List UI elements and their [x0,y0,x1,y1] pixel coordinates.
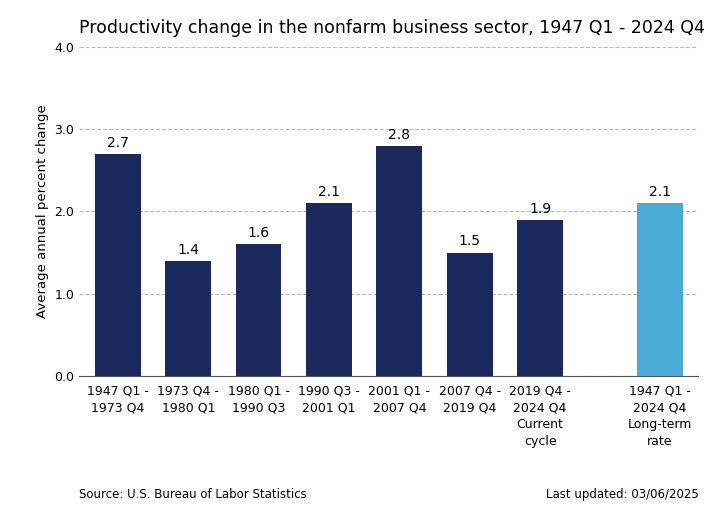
Text: 1.5: 1.5 [459,234,481,248]
Text: Last updated: 03/06/2025: Last updated: 03/06/2025 [546,488,698,501]
Bar [517,220,563,376]
Y-axis label: Average annual percent change: Average annual percent change [36,104,49,318]
Text: 2.7: 2.7 [107,136,129,150]
Bar [95,154,141,376]
Text: 2.1: 2.1 [649,185,671,199]
Bar [166,260,211,376]
Text: 1.9: 1.9 [529,201,551,216]
Bar [377,146,422,376]
Text: 1.4: 1.4 [177,243,199,257]
Bar [306,203,352,376]
Text: 2.8: 2.8 [388,127,410,141]
Text: Productivity change in the nonfarm business sector, 1947 Q1 - 2024 Q4: Productivity change in the nonfarm busin… [79,19,705,37]
Bar [447,253,492,376]
Bar [235,244,282,376]
Text: 1.6: 1.6 [248,226,270,240]
Text: 2.1: 2.1 [318,185,340,199]
Bar [636,203,683,376]
Text: Source: U.S. Bureau of Labor Statistics: Source: U.S. Bureau of Labor Statistics [79,488,307,501]
